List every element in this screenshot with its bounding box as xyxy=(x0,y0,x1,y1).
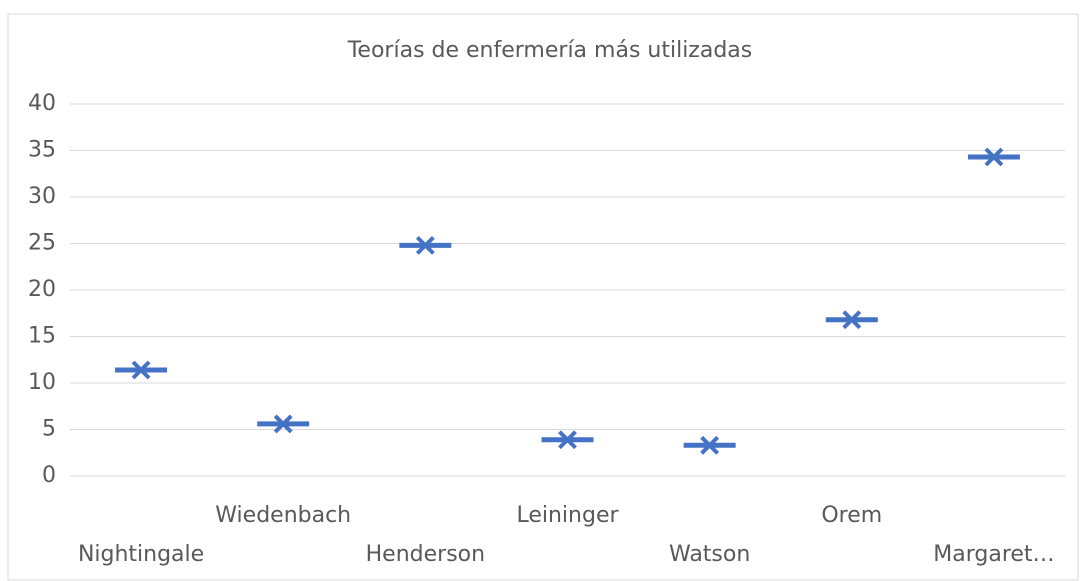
x-tick-label: Wiedenbach xyxy=(215,503,351,528)
y-tick-label: 40 xyxy=(28,91,56,116)
y-tick-label: 20 xyxy=(28,277,56,302)
x-tick-label: Orem xyxy=(821,503,882,528)
marker xyxy=(115,360,168,380)
marker-cross xyxy=(558,430,577,450)
y-tick-label: 15 xyxy=(28,324,56,349)
marker xyxy=(541,430,594,450)
marker xyxy=(399,235,452,255)
x-tick-label: Henderson xyxy=(366,542,485,567)
x-tick-label: Nightingale xyxy=(78,542,204,567)
marker-cross xyxy=(273,414,293,434)
marker-cross xyxy=(984,147,1004,167)
y-tick-label: 25 xyxy=(28,231,56,256)
x-tick-label: Leininger xyxy=(516,503,619,528)
marker xyxy=(683,435,736,455)
marker xyxy=(967,147,1020,167)
y-tick-label: 30 xyxy=(28,184,56,209)
marker-cross xyxy=(700,435,720,455)
marker-cross xyxy=(842,310,862,330)
marker xyxy=(257,414,310,434)
marker-cross xyxy=(415,235,435,255)
marker-cross xyxy=(131,360,151,380)
marker xyxy=(825,310,878,330)
y-tick-label: 35 xyxy=(28,138,56,163)
chart-title: Teorías de enfermería más utilizadas xyxy=(347,38,753,63)
y-tick-label: 5 xyxy=(42,417,56,442)
x-tick-label: Watson xyxy=(669,542,750,567)
chart-frame xyxy=(7,13,1079,581)
x-tick-label: Margaret… xyxy=(933,542,1054,567)
y-tick-label: 10 xyxy=(28,370,56,395)
y-tick-label: 0 xyxy=(42,463,56,488)
